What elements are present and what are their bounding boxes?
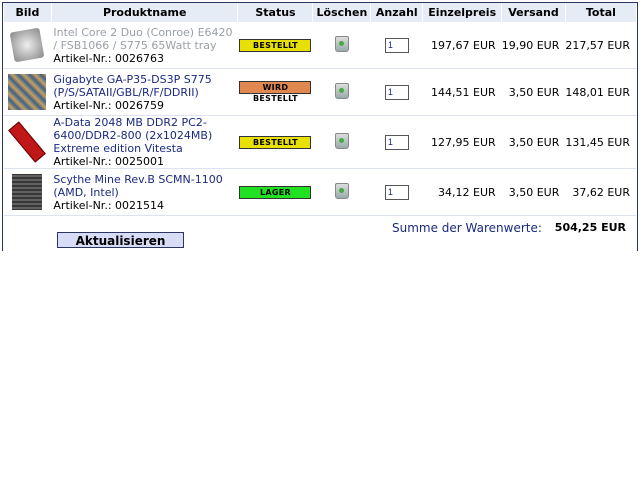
header-total: Total [564, 3, 636, 22]
status-badge: BESTELLT [239, 136, 312, 149]
quantity-input[interactable] [384, 37, 409, 53]
shipping-price: 3,50 EUR [501, 68, 566, 116]
status-badge: BESTELLT [239, 39, 312, 52]
product-image-cell [3, 22, 52, 69]
row-total: 131,45 EUR [565, 115, 636, 169]
status-cell: BESTELLT [237, 115, 313, 169]
quantity-cell [370, 168, 423, 216]
row-total: 217,57 EUR [565, 22, 636, 69]
article-number: Artikel-Nr.: 0026759 [53, 98, 165, 112]
trash-icon[interactable] [334, 182, 349, 199]
product-name-link[interactable]: Gigabyte GA-P35-DS3P S775 (P/S/SATAII/GB… [53, 72, 212, 99]
shipping-price: 3,50 EUR [501, 115, 566, 169]
status-badge: WIRD BESTELLT [239, 80, 312, 103]
product-image-cell [3, 115, 52, 169]
product-name-cell: Intel Core 2 Duo (Conroe) E6420 / FSB106… [51, 22, 238, 69]
status-cell: WIRD BESTELLT [237, 68, 313, 116]
cart-table: Bild Produktname Status Löschen Anzahl E… [3, 3, 636, 216]
product-name-link[interactable]: Scythe Mine Rev.B SCMN-1100 (AMD, Intel) [53, 172, 223, 199]
status-badge: LAGER [239, 186, 312, 199]
product-image-cell [3, 68, 52, 116]
quantity-input[interactable] [384, 134, 409, 150]
quantity-cell [370, 22, 423, 69]
header-row: Bild Produktname Status Löschen Anzahl E… [3, 3, 636, 22]
quantity-input[interactable] [384, 184, 409, 200]
trash-icon[interactable] [334, 35, 349, 52]
product-name-cell: Scythe Mine Rev.B SCMN-1100 (AMD, Intel)… [51, 168, 238, 216]
delete-cell [312, 22, 371, 69]
table-row: Gigabyte GA-P35-DS3P S775 (P/S/SATAII/GB… [3, 68, 636, 116]
header-versand: Versand [501, 3, 566, 22]
cooler-image[interactable] [12, 174, 43, 210]
header-anzahl: Anzahl [370, 3, 423, 22]
table-row: A-Data 2048 MB DDR2 PC2-6400/DDR2-800 (2… [3, 115, 636, 169]
header-produktname: Produktname [50, 3, 238, 22]
cpu-image[interactable] [10, 27, 45, 63]
quantity-cell [370, 68, 423, 116]
shipping-price: 3,50 EUR [501, 168, 566, 216]
unit-price: 34,12 EUR [422, 168, 502, 216]
product-name-link[interactable]: Intel Core 2 Duo (Conroe) E6420 / FSB106… [53, 25, 233, 52]
product-name-cell: Gigabyte GA-P35-DS3P S775 (P/S/SATAII/GB… [51, 68, 238, 116]
article-number: Artikel-Nr.: 0021514 [53, 198, 165, 212]
table-row: Intel Core 2 Duo (Conroe) E6420 / FSB106… [3, 22, 636, 69]
row-total: 148,01 EUR [565, 68, 636, 116]
summary-value: 504,25 EUR [554, 221, 626, 234]
delete-cell [312, 68, 371, 116]
motherboard-image[interactable] [8, 74, 47, 110]
quantity-cell [370, 115, 423, 169]
product-name-cell: A-Data 2048 MB DDR2 PC2-6400/DDR2-800 (2… [51, 115, 238, 169]
unit-price: 144,51 EUR [422, 68, 502, 116]
unit-price: 127,95 EUR [422, 115, 502, 169]
shipping-price: 19,90 EUR [501, 22, 566, 69]
trash-icon[interactable] [334, 132, 349, 149]
article-number: Artikel-Nr.: 0026763 [53, 51, 165, 65]
product-image-cell [3, 168, 52, 216]
summary-label: Summe der Warenwerte: [392, 221, 542, 235]
row-total: 37,62 EUR [565, 168, 636, 216]
update-button[interactable]: Aktualisieren [57, 232, 184, 248]
header-status: Status [237, 3, 313, 22]
trash-icon[interactable] [334, 82, 349, 99]
status-cell: LAGER [237, 168, 313, 216]
unit-price: 197,67 EUR [422, 22, 502, 69]
header-einzelpreis: Einzelpreis [422, 3, 502, 22]
delete-cell [312, 115, 371, 169]
quantity-input[interactable] [384, 84, 409, 100]
cart-frame [2, 2, 638, 251]
header-loeschen: Löschen [312, 3, 371, 22]
product-name-link[interactable]: A-Data 2048 MB DDR2 PC2-6400/DDR2-800 (2… [53, 116, 213, 155]
delete-cell [312, 168, 371, 216]
header-bild: Bild [3, 3, 52, 22]
ram-image[interactable] [8, 121, 47, 163]
table-row: Scythe Mine Rev.B SCMN-1100 (AMD, Intel)… [3, 168, 636, 216]
status-cell: BESTELLT [237, 22, 313, 69]
article-number: Artikel-Nr.: 0025001 [53, 155, 165, 168]
